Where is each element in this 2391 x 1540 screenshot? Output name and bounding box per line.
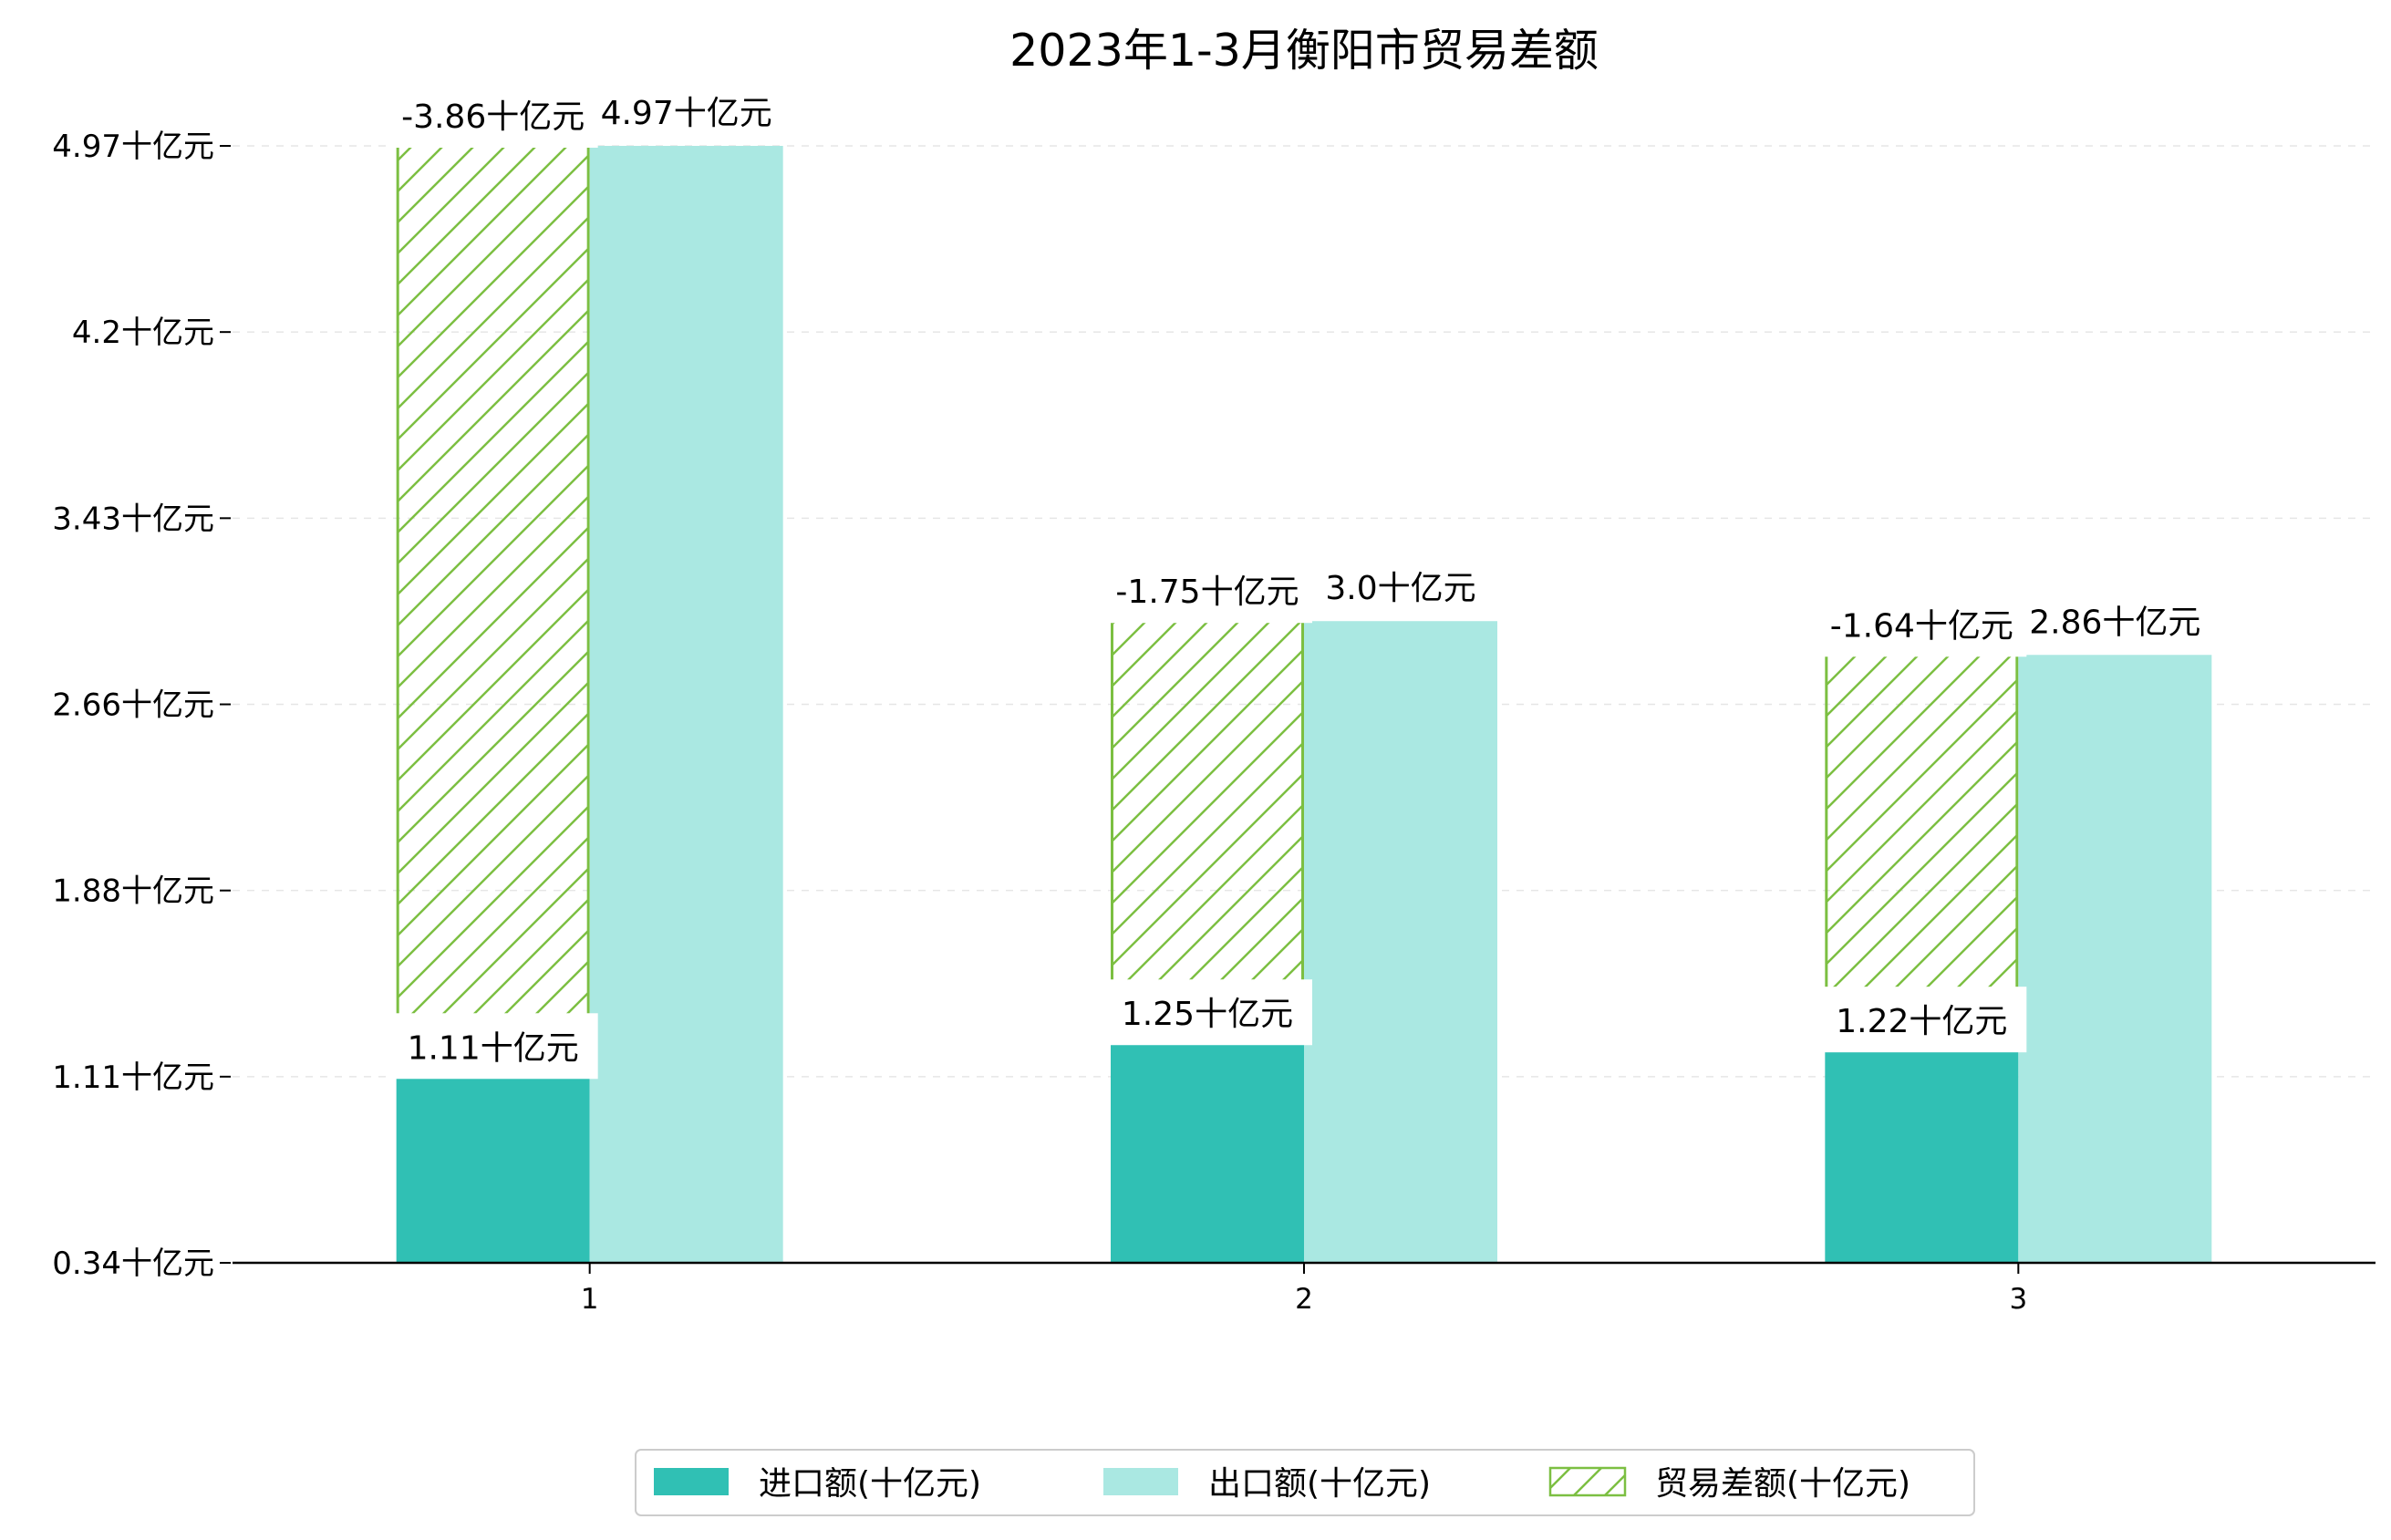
- export-value-label-text: 3.0十亿元: [1325, 570, 1475, 607]
- export-bar: [2018, 655, 2212, 1263]
- legend-trade-balance-swatch: [1548, 1466, 1627, 1497]
- import-bar: [1111, 1043, 1304, 1263]
- import-bar: [396, 1077, 590, 1263]
- import-value-label: 1.11十亿元: [388, 1013, 598, 1080]
- trade-balance-value-label: -1.75十亿元: [1102, 557, 1312, 624]
- export-bar: [1304, 621, 1497, 1263]
- export-value-label: 4.97十亿元: [581, 78, 792, 144]
- legend-import-text: 进口额(十亿元): [759, 1465, 981, 1503]
- trade-balance-bar: [1825, 653, 2019, 1052]
- y-tick-label: 4.97十亿元: [52, 129, 214, 165]
- x-tick-label: 2: [1295, 1283, 1313, 1316]
- export-value-label-box: [2010, 587, 2220, 654]
- export-value-label-box: [581, 78, 792, 144]
- import-value-label-box: [388, 1013, 598, 1080]
- trade-balance-value-label-text: -1.75十亿元: [1115, 574, 1299, 611]
- trade-balance-value-label-text: -3.86十亿元: [401, 98, 585, 136]
- import-value-label: 1.22十亿元: [1817, 987, 2027, 1053]
- import-bar: [1825, 1050, 2019, 1263]
- legend-export-text: 出口额(十亿元): [1208, 1465, 1431, 1503]
- y-tick-label: 3.43十亿元: [52, 501, 214, 537]
- bars: [396, 144, 2212, 1263]
- legend-import: 进口额(十亿元): [654, 1465, 981, 1503]
- y-tick-label: 0.34十亿元: [52, 1245, 214, 1282]
- legend-frame: [635, 1449, 1975, 1516]
- data-labels: 4.97十亿元 -3.86十亿元 1.11十亿元 3.0十亿元 -1.75十亿元 1.25…: [388, 78, 2220, 1080]
- chart-title: 2023年1-3月衡阳市贸易差额: [1009, 25, 1599, 77]
- import-value-label-text: 1.11十亿元: [408, 1029, 579, 1067]
- trade-balance-value-label: -3.86十亿元: [388, 82, 598, 148]
- trade-balance-value-label: -1.64十亿元: [1817, 591, 2027, 657]
- trade-balance-value-label-box: [1102, 557, 1312, 624]
- y-tick-label: 2.66十亿元: [52, 687, 214, 724]
- y-tick-label: 1.88十亿元: [52, 873, 214, 910]
- export-value-label-box: [1296, 553, 1506, 620]
- import-value-label-box: [1102, 979, 1312, 1046]
- axes: 0.34十亿元 1.11十亿元 1.88十亿元 2.66十亿元 3.43十亿元 4.2十亿…: [52, 129, 2375, 1316]
- x-tick-label: 1: [581, 1283, 599, 1316]
- export-value-label: 2.86十亿元: [2010, 587, 2220, 654]
- legend-trade-balance-text: 贸易差额(十亿元): [1655, 1465, 1910, 1503]
- export-bar: [589, 146, 783, 1263]
- x-tick-label: 3: [2009, 1283, 2027, 1316]
- trade-balance-value-label-box: [388, 82, 598, 148]
- import-value-label-text: 1.25十亿元: [1122, 996, 1293, 1033]
- import-value-label: 1.25十亿元: [1102, 979, 1312, 1046]
- export-value-label-text: 2.86十亿元: [2029, 604, 2200, 641]
- export-value-label: 3.0十亿元: [1296, 553, 1506, 620]
- y-tick-label: 1.11十亿元: [52, 1059, 214, 1096]
- import-value-label-text: 1.22十亿元: [1836, 1003, 2007, 1040]
- legend-trade-balance: 贸易差额(十亿元): [1548, 1465, 1910, 1503]
- trade-balance-value-label-box: [1817, 591, 2027, 657]
- legend: 进口额(十亿元) 出口额(十亿元) 贸易差额(十亿元): [635, 1449, 1975, 1516]
- legend-export-swatch: [1103, 1468, 1178, 1495]
- trade-balance-bar: [396, 144, 590, 1079]
- export-value-label-text: 4.97十亿元: [601, 95, 772, 132]
- legend-import-swatch: [654, 1468, 729, 1495]
- import-value-label-box: [1817, 987, 2027, 1053]
- legend-export: 出口额(十亿元): [1103, 1465, 1431, 1503]
- trade-balance-value-label-text: -1.64十亿元: [1830, 607, 2013, 645]
- y-tick-label: 4.2十亿元: [72, 315, 214, 351]
